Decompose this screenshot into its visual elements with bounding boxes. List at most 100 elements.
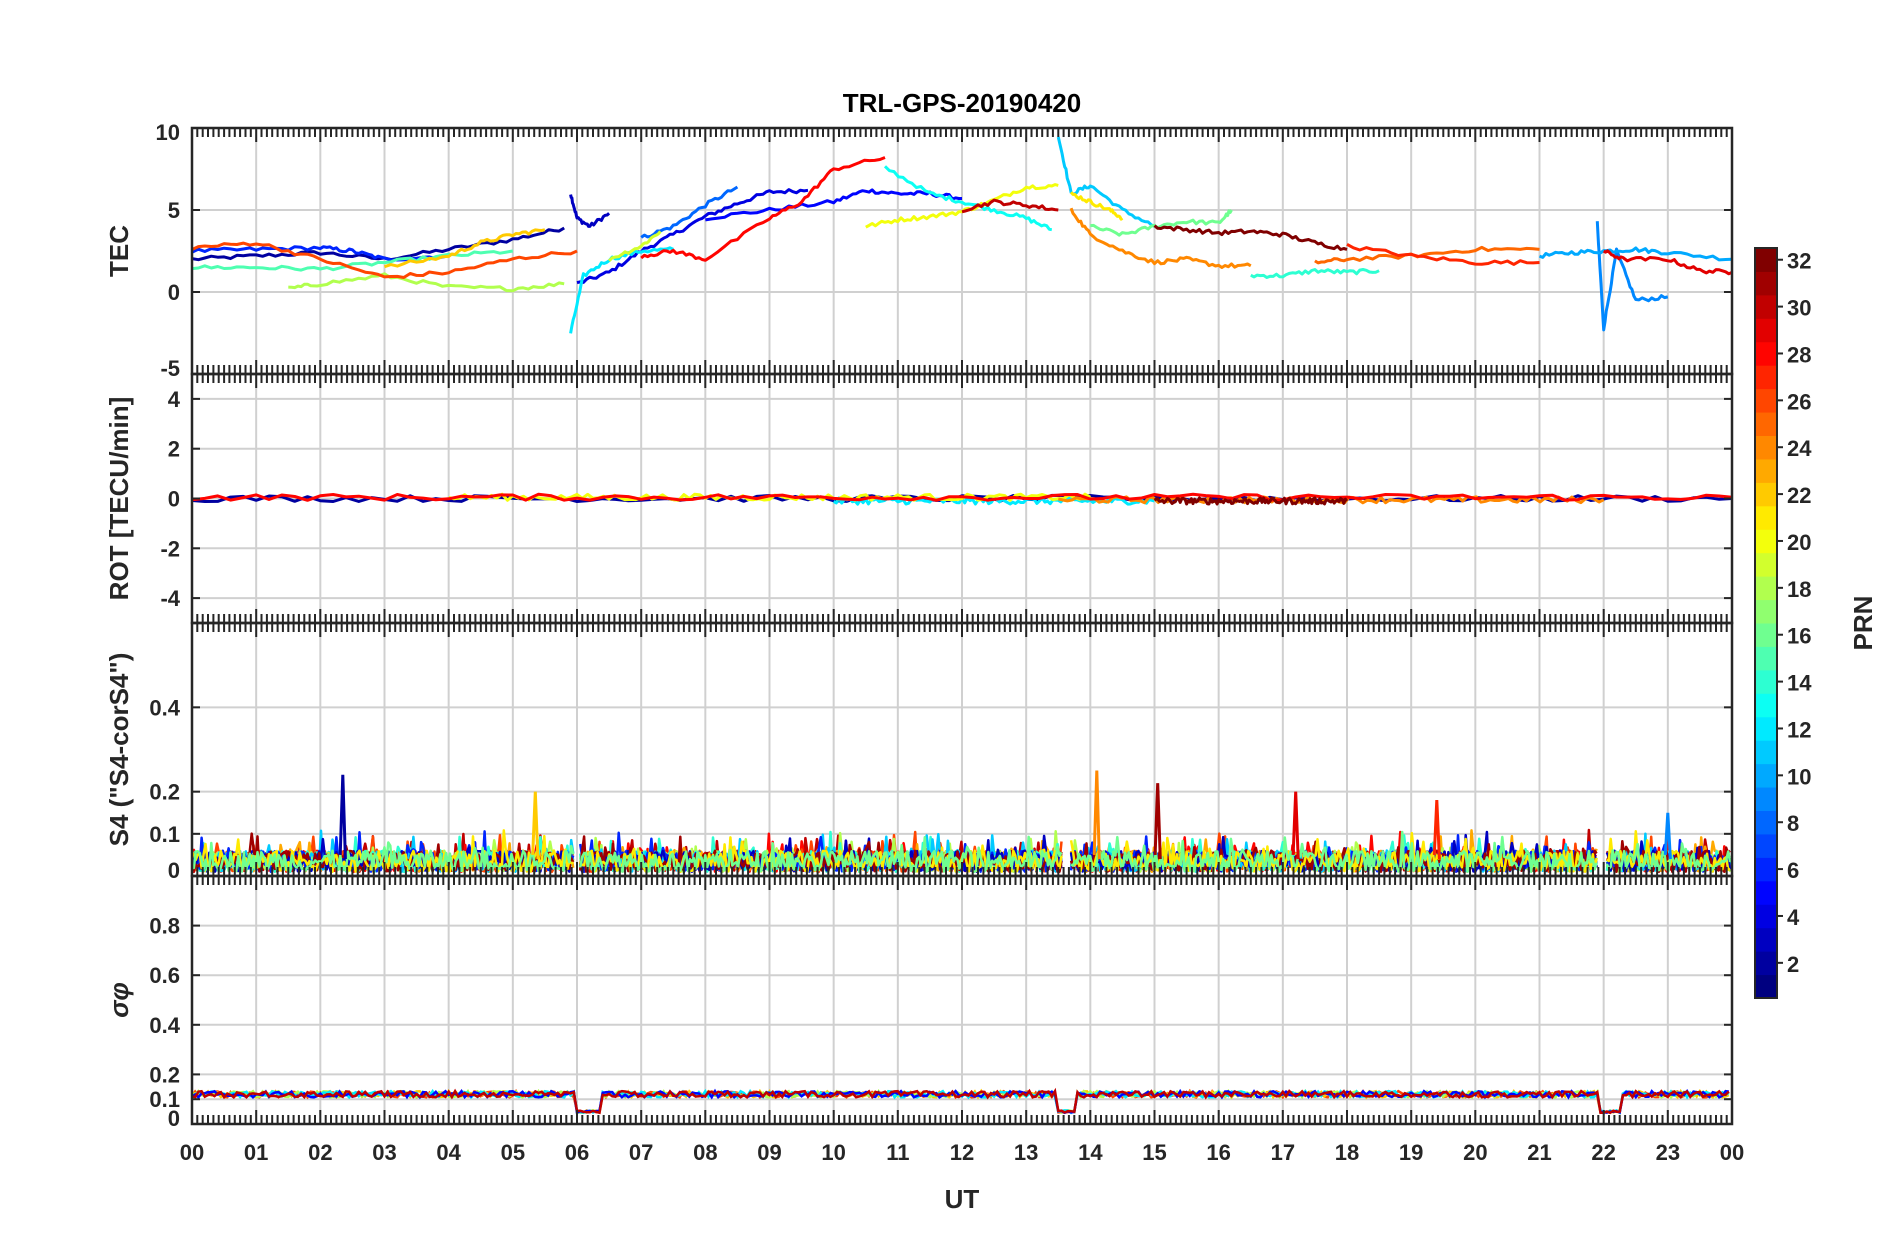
sigma-trace-prn-30 — [192, 1087, 1730, 1115]
colorbar-tick-label: 6 — [1787, 858, 1799, 883]
series-line-prn-12 — [569, 246, 674, 334]
x-tick-label: 17 — [1271, 1140, 1295, 1165]
y-tick-label: 0.4 — [149, 695, 180, 720]
panel-sigma: 00.10.2 0.4 0.6 0.8 σφ — [104, 874, 1734, 1131]
y-tick-label: 0.2 — [149, 1062, 180, 1087]
x-tick-label: 04 — [436, 1140, 461, 1165]
colorbar-tick-label: 20 — [1787, 530, 1811, 555]
series-line-prn-32 — [1153, 496, 1349, 506]
series-line-prn-10 — [1538, 246, 1732, 262]
y-axis-label: S4 ("S4-corS4") — [104, 653, 134, 847]
colorbar-tick-label: 32 — [1787, 249, 1811, 274]
series-line-prn-11 — [1056, 136, 1156, 228]
x-tick-label: 15 — [1142, 1140, 1166, 1165]
x-tick-label: 00 — [1720, 1140, 1744, 1165]
colorbar-segment — [1755, 248, 1777, 272]
colorbar-segment — [1755, 529, 1777, 554]
y-tick-label: 0 — [168, 280, 180, 305]
series-line-prn-3 — [569, 194, 611, 228]
colorbar-segment — [1755, 833, 1777, 858]
chart-title: TRL-GPS-20190420 — [843, 88, 1081, 118]
colorbar-segment — [1755, 669, 1777, 694]
colorbar-frame — [1754, 247, 1778, 999]
series-line-prn-27 — [1346, 242, 1540, 266]
colorbar-tick-label: 8 — [1787, 811, 1799, 836]
colorbar-segment — [1755, 271, 1777, 296]
colorbar-segment — [1755, 458, 1777, 483]
panel-tec: -5 0 5 10 TEC — [104, 120, 1734, 381]
x-tick-label: 22 — [1591, 1140, 1615, 1165]
colorbar-segment — [1755, 927, 1777, 952]
colorbar-tick-label: 16 — [1787, 624, 1811, 649]
series-line-prn-24 — [1069, 207, 1252, 269]
colorbar-segment — [1755, 880, 1777, 905]
colorbar-tick-label: 22 — [1787, 483, 1811, 508]
panel-s4: 0 0.1 0.2 0.4 S4 ("S4-corS4") — [104, 621, 1734, 883]
x-tick-label: 02 — [308, 1140, 332, 1165]
y-tick-label: 0.6 — [149, 963, 180, 988]
y-tick-label: -4 — [160, 586, 180, 611]
s4-peak-prn-31 — [1153, 783, 1162, 860]
colorbar-segment — [1755, 341, 1777, 366]
y-tick-label: 0.1 — [149, 1087, 180, 1112]
x-tick-label: 20 — [1463, 1140, 1487, 1165]
x-axis-label: UT — [945, 1184, 980, 1214]
y-axis-label: σφ — [104, 982, 134, 1018]
colorbar-tick-label: 28 — [1787, 342, 1811, 367]
y-tick-label: 0.4 — [149, 1013, 180, 1038]
s4-peak-prn-2 — [338, 774, 347, 860]
y-axis-label: TEC — [104, 225, 134, 277]
colorbar-segment — [1755, 552, 1777, 577]
colorbar-tick-label: 10 — [1787, 764, 1811, 789]
x-minor-ticks — [191, 623, 1733, 876]
y-tick-label: -2 — [160, 536, 180, 561]
y-tick-label: 2 — [168, 437, 180, 462]
x-tick-label: 10 — [821, 1140, 845, 1165]
colorbar-segment — [1755, 951, 1777, 976]
data-layer — [192, 770, 1732, 874]
x-tick-label: 09 — [757, 1140, 781, 1165]
y-tick-label: 0 — [168, 858, 180, 883]
x-tick-labels: 00 01 02 03 04 05 06 07 08 09 10 11 12 13 14 15 16 17 18 19… — [180, 1140, 1744, 1165]
colorbar-segment — [1755, 482, 1777, 507]
s4-peak-prn-27 — [1432, 800, 1441, 860]
colorbar-segment — [1755, 599, 1777, 624]
x-tick-label: 13 — [1014, 1140, 1038, 1165]
y-tick-label: 0.2 — [149, 780, 180, 805]
y-tick-label: -5 — [160, 356, 180, 381]
x-minor-ticks — [191, 876, 1733, 1124]
series-line-prn-4 — [576, 188, 809, 285]
s4-peak-prn-22 — [531, 791, 540, 860]
x-tick-label: 05 — [501, 1140, 525, 1165]
s4-peak-prn-24 — [1092, 770, 1101, 860]
colorbar-segment — [1755, 810, 1777, 835]
colorbar-segment — [1755, 294, 1777, 319]
series-line-prn-28 — [192, 492, 1732, 502]
colorbar-tick-label: 2 — [1787, 952, 1799, 977]
colorbar-segment — [1755, 763, 1777, 788]
series-line-prn-15 — [192, 249, 514, 272]
series-line-prn-14 — [1250, 268, 1380, 279]
x-tick-label: 19 — [1399, 1140, 1423, 1165]
s4-peak-prn-9 — [1663, 812, 1672, 860]
series-line-prn-19 — [608, 230, 662, 262]
y-tick-label: 4 — [168, 387, 181, 412]
colorbar-segment — [1755, 646, 1777, 671]
colorbar-segment — [1755, 623, 1777, 647]
colorbar-segment — [1755, 318, 1777, 343]
x-tick-label: 06 — [565, 1140, 589, 1165]
series-line-prn-8 — [640, 185, 739, 239]
series-line-prn-26 — [192, 241, 578, 279]
series-line-prn-16 — [1090, 209, 1233, 237]
colorbar-segment — [1755, 412, 1777, 436]
x-tick-label: 01 — [244, 1140, 268, 1165]
series-line-prn-29 — [1602, 249, 1732, 276]
x-tick-label: 14 — [1078, 1140, 1103, 1165]
series-line-prn-32 — [1153, 224, 1348, 251]
colorbar-tick-label: 12 — [1787, 717, 1811, 742]
colorbar-tick-label: 30 — [1787, 296, 1811, 321]
colorbar-segment — [1755, 505, 1777, 530]
